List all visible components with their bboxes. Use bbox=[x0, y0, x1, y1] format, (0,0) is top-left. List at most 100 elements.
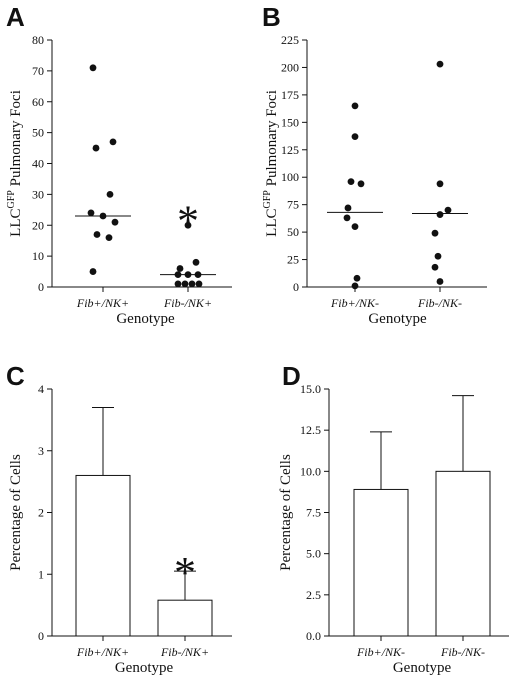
bar bbox=[157, 599, 213, 637]
x-tick-label: Fib+/NK- bbox=[356, 645, 405, 659]
x-tick-label: Fib-/NK+ bbox=[163, 296, 212, 310]
panel-letter: D bbox=[282, 361, 301, 391]
panel-letter: B bbox=[262, 2, 281, 32]
data-point bbox=[436, 211, 444, 218]
data-point bbox=[357, 180, 365, 188]
data-point bbox=[347, 178, 355, 186]
data-point bbox=[176, 265, 184, 272]
x-tick-label: Fib+/NK+ bbox=[76, 296, 129, 310]
x-axis-title: Genotype bbox=[115, 660, 174, 676]
data-point bbox=[195, 280, 203, 288]
data-point bbox=[174, 280, 182, 288]
y-axis-title-prefix: LLC bbox=[264, 209, 280, 237]
y-tick-label: 2 bbox=[38, 506, 44, 520]
y-tick-label: 0 bbox=[38, 280, 44, 294]
x-tick-label: Fib-/NK- bbox=[440, 645, 485, 659]
data-point bbox=[93, 231, 101, 238]
y-tick-label: 0 bbox=[293, 280, 299, 294]
y-axis-title-prefix: LLC bbox=[8, 209, 24, 237]
data-point bbox=[353, 274, 361, 282]
significance-asterisk: * bbox=[174, 548, 196, 597]
bar bbox=[353, 488, 409, 637]
y-tick-label: 25 bbox=[287, 253, 299, 267]
y-tick-label: 50 bbox=[32, 126, 44, 140]
panel-letter: A bbox=[6, 2, 25, 32]
data-point bbox=[174, 271, 182, 279]
x-axis-title: Genotype bbox=[393, 660, 452, 676]
y-axis-title: Percentage of Cells bbox=[8, 454, 24, 571]
data-point bbox=[106, 190, 114, 198]
data-point bbox=[184, 271, 192, 279]
data-point bbox=[184, 221, 192, 229]
x-tick-label: Fib+/NK- bbox=[330, 296, 379, 310]
y-tick-label: 40 bbox=[32, 157, 44, 171]
y-tick-label: 125 bbox=[281, 143, 299, 157]
x-axis-title: Genotype bbox=[116, 311, 175, 327]
bar bbox=[435, 470, 491, 637]
data-point bbox=[109, 138, 117, 146]
data-point bbox=[436, 180, 444, 188]
y-tick-label: 225 bbox=[281, 33, 299, 47]
data-point bbox=[351, 223, 359, 231]
y-tick-label: 60 bbox=[32, 95, 44, 109]
y-tick-label: 7.5 bbox=[306, 506, 321, 520]
data-point bbox=[431, 229, 439, 237]
y-tick-label: 5.0 bbox=[306, 547, 321, 561]
y-tick-label: 4 bbox=[38, 382, 44, 396]
y-tick-label: 100 bbox=[281, 170, 299, 184]
panel-c: C 0 1 2 3 4 Fib+/NK+ Fib-/NK+Genotype Percentage… bbox=[6, 361, 232, 676]
data-point bbox=[194, 271, 202, 279]
data-point bbox=[105, 234, 113, 242]
y-axis-title: LLCGFP Pulmonary Foci bbox=[262, 90, 280, 237]
y-axis-title-suffix: Pulmonary Foci bbox=[8, 90, 24, 190]
y-tick-label: 10.0 bbox=[300, 464, 321, 478]
data-point bbox=[87, 209, 95, 217]
data-point bbox=[181, 280, 189, 288]
y-axis-title: LLCGFP Pulmonary Foci bbox=[6, 90, 24, 237]
panel-letter: C bbox=[6, 361, 25, 391]
x-axis-title: Genotype bbox=[368, 311, 427, 327]
y-tick-label: 1 bbox=[38, 567, 44, 581]
y-tick-label: 175 bbox=[281, 88, 299, 102]
data-point bbox=[89, 268, 97, 275]
y-tick-label: 50 bbox=[287, 225, 299, 239]
y-tick-label: 200 bbox=[281, 60, 299, 74]
y-tick-label: 2.5 bbox=[306, 588, 321, 602]
data-point bbox=[188, 280, 196, 288]
data-point bbox=[344, 204, 352, 212]
y-axis-title: Percentage of Cells bbox=[278, 454, 294, 571]
data-point bbox=[92, 144, 100, 152]
y-axis-title-sup: GFP bbox=[6, 190, 17, 209]
y-tick-label: 15.0 bbox=[300, 382, 321, 396]
data-point bbox=[444, 206, 452, 214]
panel-d: D 0.0 2.5 5.0 7.5 10.0 12.5 15.0 Fib+/NK- Fib-/NK… bbox=[278, 361, 509, 676]
y-tick-label: 0.0 bbox=[306, 629, 321, 643]
data-point bbox=[351, 282, 359, 290]
y-tick-label: 150 bbox=[281, 115, 299, 129]
significance-asterisk: * bbox=[177, 196, 199, 245]
data-point bbox=[111, 218, 119, 226]
bar bbox=[75, 474, 131, 637]
y-tick-label: 12.5 bbox=[300, 423, 321, 437]
x-tick-label: Fib+/NK+ bbox=[76, 645, 129, 659]
y-tick-label: 75 bbox=[287, 198, 299, 212]
data-point bbox=[436, 278, 444, 285]
y-tick-label: 30 bbox=[32, 187, 44, 201]
y-tick-label: 3 bbox=[38, 444, 44, 458]
data-point bbox=[434, 252, 442, 260]
y-axis-title-sup: GFP bbox=[262, 190, 273, 209]
y-tick-label: 80 bbox=[32, 33, 44, 47]
data-point bbox=[351, 102, 359, 110]
x-tick-label: Fib-/NK- bbox=[417, 296, 462, 310]
data-point bbox=[192, 258, 200, 266]
data-point bbox=[343, 214, 351, 222]
data-point bbox=[89, 64, 97, 72]
x-tick-label: Fib-/NK+ bbox=[160, 645, 209, 659]
data-point bbox=[436, 60, 444, 68]
panel-b: B 0 25 50 75 100 125 150 175 200 225 Fib+/NK- Fib-/N… bbox=[262, 2, 487, 327]
data-point bbox=[99, 212, 107, 220]
y-tick-label: 10 bbox=[32, 249, 44, 263]
y-tick-label: 70 bbox=[32, 64, 44, 78]
y-tick-label: 20 bbox=[32, 218, 44, 232]
